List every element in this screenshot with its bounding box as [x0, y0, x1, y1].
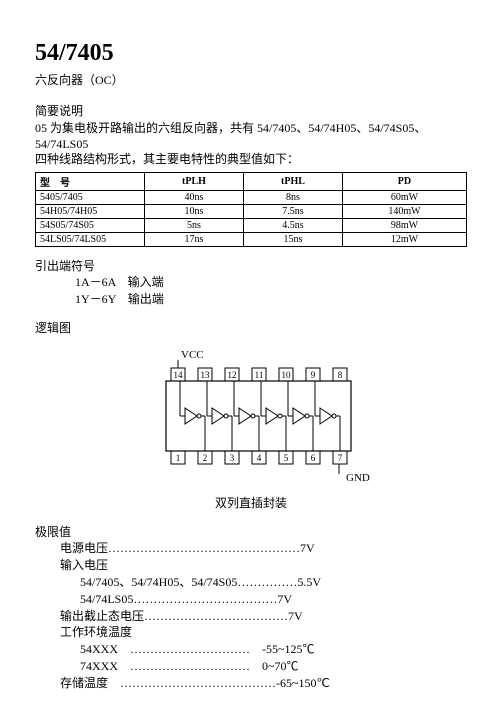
- limit-value: -55~125℃: [250, 641, 315, 658]
- svg-text:13: 13: [201, 370, 211, 380]
- limit-label: 54/74LS05: [35, 591, 133, 608]
- page-title: 54/7405: [35, 40, 467, 67]
- limit-row: 54XXX ………………………… -55~125℃: [35, 641, 467, 658]
- svg-text:4: 4: [257, 453, 262, 463]
- limit-label: 74XXX: [35, 658, 130, 675]
- brief-line2: 四种线路结构形式，其主要电特性的典型值如下：: [35, 152, 299, 166]
- cell: 12mW: [342, 232, 466, 246]
- th-type: 型 号: [36, 172, 145, 190]
- dots: ………………………………: [144, 608, 288, 625]
- cell: 60mW: [342, 190, 466, 204]
- svg-text:14: 14: [174, 370, 184, 380]
- limit-value: 0~70℃: [250, 658, 299, 675]
- limit-value: 7V: [288, 608, 303, 625]
- logic-label: 逻辑图: [35, 319, 467, 336]
- spec-table: 型 号 tPLH tPHL PD 5405/7405 40ns 8ns 60mW…: [35, 172, 467, 247]
- svg-text:2: 2: [203, 453, 208, 463]
- limit-value: -65~150℃: [276, 675, 330, 692]
- cell: 4.5ns: [243, 218, 342, 232]
- limit-value: 5.5V: [297, 574, 321, 591]
- limit-row: 54/74LS05………………………………7V: [35, 591, 467, 608]
- package-caption: 双列直插封装: [35, 494, 467, 511]
- dots: ………………………………: [133, 591, 277, 608]
- limit-label: 输出截止态电压: [35, 608, 144, 625]
- dots: ……………: [237, 574, 297, 591]
- cell: 10ns: [145, 204, 244, 218]
- pin-label: 引出端符号: [35, 257, 467, 274]
- vcc-label: VCC: [181, 349, 204, 361]
- limit-label: 工作环境温度: [35, 624, 132, 641]
- limit-row: 54/7405、54/74H05、54/74S05……………5.5V: [35, 574, 467, 591]
- cell: 98mW: [342, 218, 466, 232]
- cell: 15ns: [243, 232, 342, 246]
- cell: 5405/7405: [36, 190, 145, 204]
- gnd-label: GND: [346, 472, 370, 484]
- cell: 40ns: [145, 190, 244, 204]
- limit-row: 存储温度 …………………………………-65~150℃: [35, 675, 467, 692]
- cell: 7.5ns: [243, 204, 342, 218]
- limit-label: 电源电压: [35, 540, 108, 557]
- limit-value: 7V: [300, 540, 315, 557]
- svg-text:5: 5: [284, 453, 289, 463]
- svg-text:9: 9: [311, 370, 316, 380]
- table-row: 54H05/74H05 10ns 7.5ns 140mW: [36, 204, 467, 218]
- th-tplh: tPLH: [145, 172, 244, 190]
- limit-label: 输入电压: [35, 557, 108, 574]
- limit-row: 电源电压…………………………………………7V: [35, 540, 467, 557]
- dots: …………………………………………: [108, 540, 300, 557]
- table-row: 54S05/74S05 5ns 4.5ns 98mW: [36, 218, 467, 232]
- svg-text:1: 1: [176, 453, 181, 463]
- cell: 8ns: [243, 190, 342, 204]
- brief-label: 简要说明: [35, 102, 467, 119]
- limits-label: 极限值: [35, 523, 467, 540]
- brief-text: 05 为集电极开路输出的六组反向器，共有 54/7405、54/74H05、54…: [35, 121, 467, 168]
- dots: …………………………………: [120, 675, 276, 692]
- limit-label: 存储温度: [35, 675, 120, 692]
- th-tphl: tPHL: [243, 172, 342, 190]
- subtitle: 六反向器（OC）: [35, 71, 467, 88]
- table-header-row: 型 号 tPLH tPHL PD: [36, 172, 467, 190]
- svg-text:6: 6: [311, 453, 316, 463]
- cell: 54H05/74H05: [36, 204, 145, 218]
- pin-1a6a: 1A－6A 输入端: [35, 274, 467, 291]
- svg-text:10: 10: [282, 370, 292, 380]
- pin-1y6y: 1Y－6Y 输出端: [35, 291, 467, 308]
- cell: 17ns: [145, 232, 244, 246]
- limit-label: 54XXX: [35, 641, 130, 658]
- limit-row: 工作环境温度: [35, 624, 467, 641]
- svg-text:11: 11: [255, 370, 264, 380]
- dots: …………………………: [130, 658, 250, 675]
- svg-text:8: 8: [338, 370, 343, 380]
- svg-text:3: 3: [230, 453, 235, 463]
- limit-row: 输出截止态电压………………………………7V: [35, 608, 467, 625]
- dip-diagram: VCC GND 141312111098 1234567: [35, 346, 467, 490]
- table-row: 54LS05/74LS05 17ns 15ns 12mW: [36, 232, 467, 246]
- cell: 140mW: [342, 204, 466, 218]
- cell: 54S05/74S05: [36, 218, 145, 232]
- limit-label: 54/7405、54/74H05、54/74S05: [35, 574, 237, 591]
- svg-text:12: 12: [228, 370, 237, 380]
- brief-line1: 05 为集电极开路输出的六组反向器，共有 54/7405、54/74H05、54…: [35, 121, 426, 151]
- cell: 54LS05/74LS05: [36, 232, 145, 246]
- limit-row: 74XXX ………………………… 0~70℃: [35, 658, 467, 675]
- limit-value: 7V: [277, 591, 292, 608]
- svg-text:7: 7: [338, 453, 343, 463]
- table-row: 5405/7405 40ns 8ns 60mW: [36, 190, 467, 204]
- cell: 5ns: [145, 218, 244, 232]
- th-pd: PD: [342, 172, 466, 190]
- dots: …………………………: [130, 641, 250, 658]
- limit-row: 输入电压: [35, 557, 467, 574]
